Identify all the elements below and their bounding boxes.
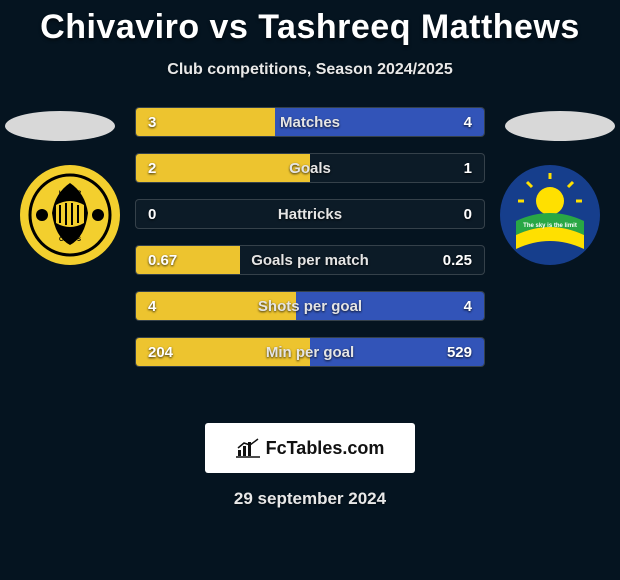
comparison-panel: KAIZER CHIEFS The sky is the limit 3Matc… [0, 107, 620, 407]
kaizer-chiefs-icon: KAIZER CHIEFS [20, 165, 120, 265]
bar-fill-left [136, 108, 275, 136]
stat-value-left: 0 [148, 200, 156, 228]
stat-value-right: 1 [464, 154, 472, 182]
stat-row: 3Matches4 [135, 107, 485, 137]
chart-icon [236, 438, 260, 458]
page-title: Chivaviro vs Tashreeq Matthews [0, 0, 620, 47]
bar-fill-left [136, 338, 310, 366]
stat-value-right: 0.25 [443, 246, 472, 274]
page-subtitle: Club competitions, Season 2024/2025 [0, 61, 620, 79]
bar-fill-left [136, 292, 296, 320]
footer-date: 29 september 2024 [0, 489, 620, 509]
svg-text:KAIZER: KAIZER [59, 191, 82, 197]
svg-text:CHIEFS: CHIEFS [59, 237, 81, 243]
bar-fill-right [275, 108, 484, 136]
stat-row: 2Goals1 [135, 153, 485, 183]
stat-row: 204Min per goal529 [135, 337, 485, 367]
bar-fill-right [296, 292, 484, 320]
bar-fill-right [310, 338, 484, 366]
stat-row: 0.67Goals per match0.25 [135, 245, 485, 275]
ellipse-shadow-left [5, 111, 115, 141]
team-logo-right: The sky is the limit [500, 165, 600, 265]
footer-brand-text: FcTables.com [266, 438, 385, 459]
stat-row: 4Shots per goal4 [135, 291, 485, 321]
sundowns-icon: The sky is the limit [500, 165, 600, 265]
team-logo-left: KAIZER CHIEFS [20, 165, 120, 265]
stat-value-right: 0 [464, 200, 472, 228]
stat-label: Hattricks [136, 200, 484, 228]
footer-brand-badge: FcTables.com [205, 423, 415, 473]
ellipse-shadow-right [505, 111, 615, 141]
stat-bars-container: 3Matches4 2Goals1 0Hattricks0 0.67Goals per… [135, 107, 485, 383]
stat-row: 0Hattricks0 [135, 199, 485, 229]
bar-fill-left [136, 154, 310, 182]
svg-text:The sky is the limit: The sky is the limit [523, 223, 577, 229]
bar-fill-left [136, 246, 240, 274]
